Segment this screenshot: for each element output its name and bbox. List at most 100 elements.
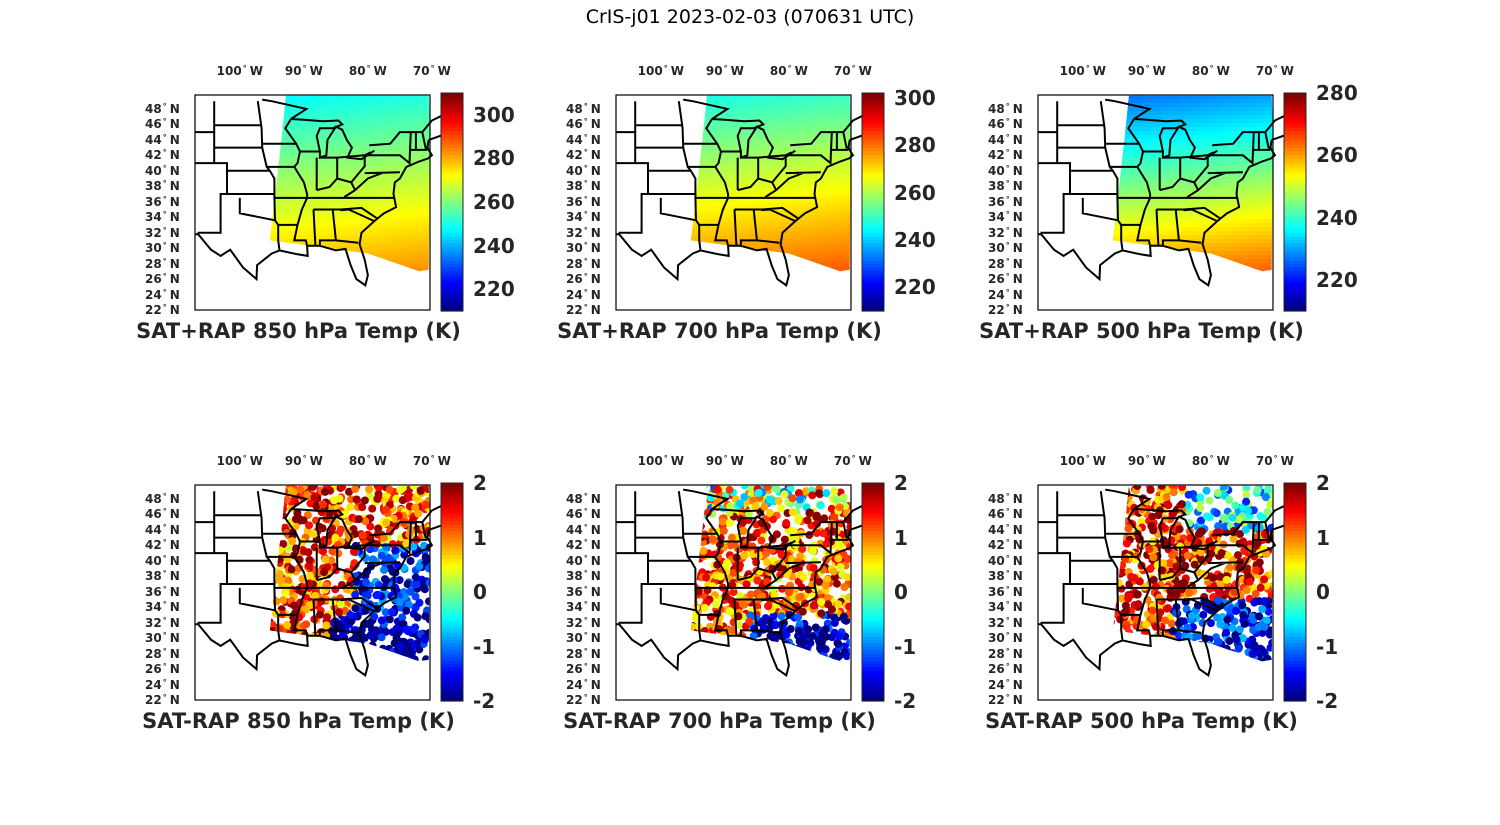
data-point [345,203,351,208]
data-point [836,251,842,256]
data-point [395,239,401,244]
data-point [726,207,732,212]
data-point [696,211,702,216]
colorbar-segment [441,239,463,244]
data-point [726,95,732,100]
data-point [846,251,852,256]
data-point [360,231,366,236]
data-point [711,107,717,112]
data-point [811,251,817,256]
data-point [360,179,366,184]
data-point [766,215,772,220]
data-point [330,231,336,236]
data-point [420,195,426,200]
data-point [415,139,421,144]
data-point [831,183,837,188]
data-point [335,211,341,216]
data-point [425,227,431,232]
data-point [335,183,341,188]
data-point [345,119,351,124]
data-point [741,115,747,120]
data-point [846,127,852,132]
data-point [375,139,381,144]
data-point [711,171,717,176]
data-point [305,223,311,228]
data-point [280,139,286,144]
data-point [420,179,426,184]
data-point [380,99,386,104]
data-point [731,223,737,228]
data-point [701,239,707,244]
data-point [771,135,777,140]
data-point [806,99,812,104]
data-point [340,203,346,208]
data-point [280,219,286,224]
data-point [816,95,822,100]
data-point [390,259,396,264]
data-point [806,199,812,204]
data-point [420,223,426,228]
data-point [405,239,411,244]
data-point [335,203,341,208]
data-point [696,219,702,224]
hemisphere: W [249,64,263,78]
data-point [771,123,777,128]
data-point [390,123,396,128]
data-point [746,171,752,176]
data-point [776,147,782,152]
data-point [766,187,772,192]
data-point [731,167,737,172]
data-point [706,211,712,216]
data-point [776,227,782,232]
data-point [375,243,381,248]
data-point [325,199,331,204]
data-point [726,171,732,176]
data-point [370,199,376,204]
data-point [395,159,401,164]
data-point [806,167,812,172]
data-point [846,131,852,136]
data-point [826,107,832,112]
data-point [325,215,331,220]
data-point [310,139,316,144]
data-point [375,207,381,212]
data-point [746,227,752,232]
data-point [806,179,812,184]
data-point [330,111,336,116]
data-point [781,171,787,176]
data-point [771,147,777,152]
data-point [846,187,852,192]
data-point [310,235,316,240]
data-point [831,107,837,112]
data-point [385,219,391,224]
data-point [385,255,391,260]
data-point [831,255,837,260]
data-point [355,175,361,180]
data-point [280,163,286,168]
data-point [400,151,406,156]
data-point [365,111,371,116]
data-point [410,115,416,120]
data-point [425,95,431,100]
data-point [766,123,772,128]
data-point [420,151,426,156]
data-point [706,235,712,240]
colorbar-segment [441,222,463,227]
data-point [756,219,762,224]
data-point [370,103,376,108]
data-point [415,107,421,112]
data-point [811,175,817,180]
colorbar-segment [441,263,463,268]
data-point [831,127,837,132]
lat-tick-label: 26° N [145,272,180,286]
data-point [731,207,737,212]
data-point [721,151,727,156]
data-point [365,131,371,136]
data-point [826,211,832,216]
data-point [796,103,802,108]
data-point [816,259,822,264]
data-point [355,95,361,100]
data-point [831,191,837,196]
data-point [385,159,391,164]
data-point [701,143,707,148]
